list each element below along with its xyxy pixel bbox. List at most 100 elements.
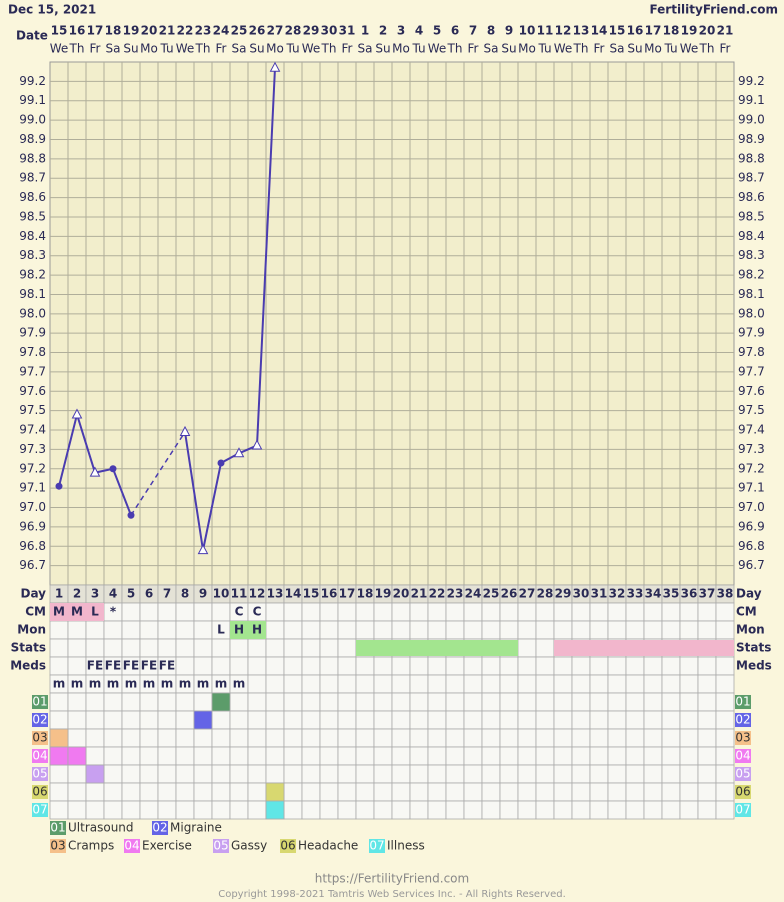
table-cell bbox=[391, 728, 411, 748]
weekday-label: Tu bbox=[537, 42, 551, 56]
table-cell bbox=[157, 782, 177, 802]
table-cell bbox=[679, 620, 699, 640]
table-cell bbox=[697, 674, 717, 694]
y-tick-label-right: 98.2 bbox=[738, 268, 765, 282]
table-cell bbox=[319, 656, 339, 676]
legend-code-box bbox=[213, 839, 229, 853]
table-cell bbox=[283, 782, 303, 802]
table-cell bbox=[481, 782, 501, 802]
y-tick-label-right: 98.9 bbox=[738, 132, 765, 146]
table-cell bbox=[355, 782, 375, 802]
date-label: 12 bbox=[555, 24, 572, 38]
row-label: CM bbox=[25, 605, 46, 619]
table-cell bbox=[427, 728, 447, 748]
table-cell bbox=[571, 710, 591, 730]
weekday-label: Sa bbox=[610, 42, 625, 56]
table-cell bbox=[607, 692, 627, 712]
table-cell bbox=[157, 620, 177, 640]
legend-code: 04 bbox=[124, 839, 139, 853]
table-cell bbox=[337, 764, 357, 784]
weekday-label: Tu bbox=[663, 42, 677, 56]
table-cell bbox=[49, 710, 69, 730]
table-cell bbox=[589, 656, 609, 676]
table-cell bbox=[247, 746, 267, 766]
table-cell bbox=[535, 674, 555, 694]
cycle-day: 27 bbox=[519, 587, 536, 601]
y-tick-label: 97.5 bbox=[19, 403, 46, 417]
table-cell bbox=[319, 782, 339, 802]
weekday-label: Th bbox=[573, 42, 589, 56]
table-cell bbox=[427, 710, 447, 730]
date-label: 24 bbox=[213, 24, 230, 38]
table-cell bbox=[211, 764, 231, 784]
table-cell bbox=[553, 602, 573, 622]
row-label-right: Mon bbox=[736, 623, 765, 637]
stats-band bbox=[554, 640, 734, 656]
cycle-day: 7 bbox=[163, 587, 171, 601]
row-label: Mon bbox=[17, 623, 46, 637]
table-cell bbox=[211, 782, 231, 802]
y-tick-label: 96.7 bbox=[19, 558, 46, 572]
weekday-label: Th bbox=[69, 42, 85, 56]
symptom-code-box-right bbox=[735, 713, 751, 727]
table-cell bbox=[85, 800, 105, 820]
table-cell bbox=[625, 782, 645, 802]
symptom-code-box-left bbox=[32, 713, 48, 727]
table-cell bbox=[481, 710, 501, 730]
table-cell bbox=[103, 710, 123, 730]
table-cell bbox=[589, 728, 609, 748]
date-label: 18 bbox=[105, 24, 122, 38]
table-cell bbox=[175, 692, 195, 712]
table-cell bbox=[607, 800, 627, 820]
table-cell bbox=[193, 746, 213, 766]
table-cell bbox=[319, 746, 339, 766]
table-cell bbox=[697, 746, 717, 766]
table-cell bbox=[625, 764, 645, 784]
table-cell bbox=[715, 764, 735, 784]
table-cell bbox=[157, 602, 177, 622]
table-cell bbox=[247, 782, 267, 802]
table-cell bbox=[499, 692, 519, 712]
table-cell bbox=[103, 638, 123, 658]
table-cell bbox=[373, 674, 393, 694]
table-cell bbox=[283, 620, 303, 640]
date-label: 1 bbox=[361, 24, 369, 38]
temp-line bbox=[184, 67, 276, 551]
table-cell bbox=[589, 620, 609, 640]
row-label: Meds bbox=[10, 659, 46, 673]
cycle-day: 37 bbox=[699, 587, 716, 601]
y-tick-label-right: 98.3 bbox=[738, 248, 765, 262]
table-cell bbox=[517, 674, 537, 694]
cycle-day: 20 bbox=[393, 587, 410, 601]
y-tick-label: 98.9 bbox=[19, 132, 46, 146]
table-cell bbox=[373, 764, 393, 784]
table-cell bbox=[445, 710, 465, 730]
legend-code: 02 bbox=[152, 821, 167, 835]
cycle-day: 31 bbox=[591, 587, 608, 601]
table-cell bbox=[175, 782, 195, 802]
legend-name: Headache bbox=[298, 839, 358, 853]
table-cell bbox=[661, 710, 681, 730]
table-cell bbox=[211, 638, 231, 658]
table-cell bbox=[517, 692, 537, 712]
table-cell bbox=[535, 620, 555, 640]
table-cell bbox=[517, 638, 537, 658]
cycle-day: 9 bbox=[199, 587, 207, 601]
table-cell bbox=[643, 782, 663, 802]
table-cell bbox=[535, 746, 555, 766]
date-label: 16 bbox=[627, 24, 644, 38]
row-label-right: Day bbox=[736, 587, 762, 601]
date-label: 5 bbox=[433, 24, 441, 38]
table-cell bbox=[643, 656, 663, 676]
table-cell bbox=[355, 674, 375, 694]
table-cell bbox=[517, 728, 537, 748]
table-cell bbox=[391, 746, 411, 766]
weekday-label: Fr bbox=[720, 42, 731, 56]
table-cell bbox=[517, 764, 537, 784]
table-cell bbox=[409, 692, 429, 712]
table-cell bbox=[463, 764, 483, 784]
symptom-code-left: 06 bbox=[32, 785, 47, 799]
table-cell bbox=[355, 746, 375, 766]
table-cell bbox=[391, 710, 411, 730]
